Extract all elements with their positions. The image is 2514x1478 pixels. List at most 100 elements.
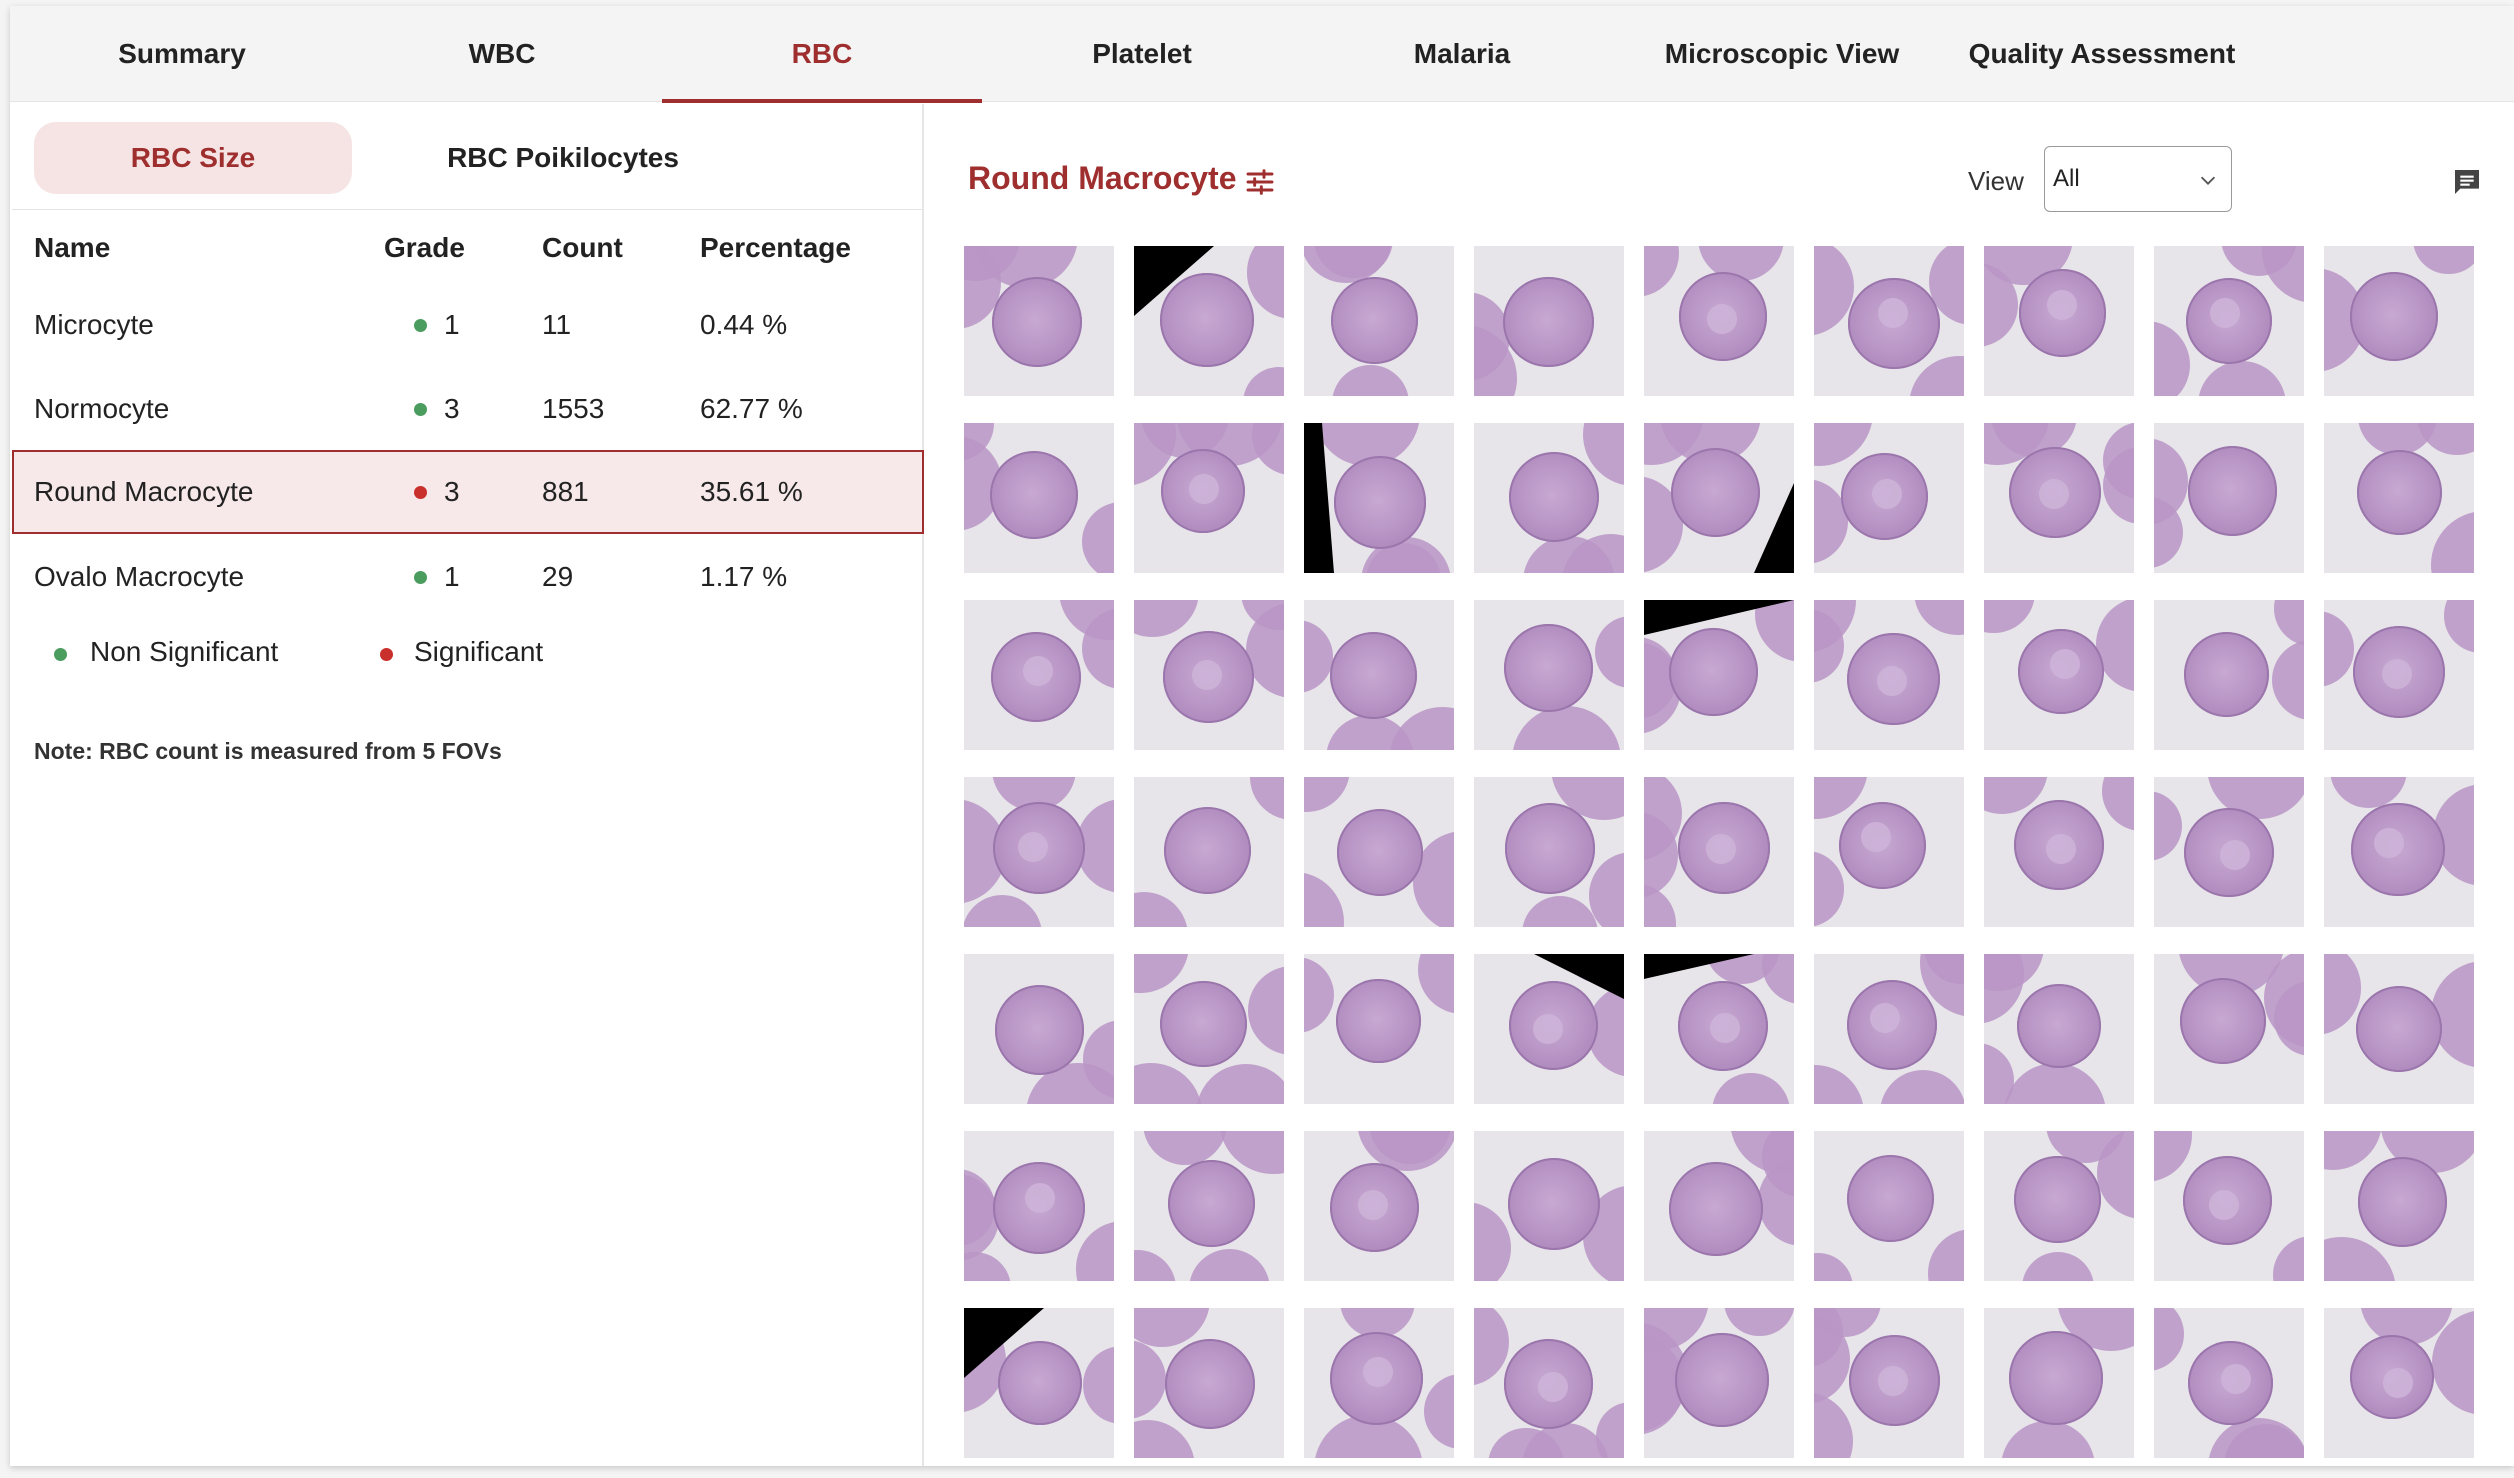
rbc-cell-thumbnail[interactable] (1304, 1308, 1454, 1458)
rbc-cell-thumbnail[interactable] (1984, 423, 2134, 573)
rbc-cell-thumbnail[interactable] (964, 1131, 1114, 1281)
red-blood-cell (1846, 1154, 1934, 1243)
rbc-cell-thumbnail[interactable] (1644, 600, 1794, 750)
rbc-cell-thumbnail[interactable] (964, 777, 1114, 927)
rbc-cell-thumbnail[interactable] (1814, 423, 1964, 573)
rbc-cell-thumbnail[interactable] (964, 1308, 1114, 1458)
row-name: Ovalo Macrocyte (34, 561, 245, 592)
rbc-cell-thumbnail[interactable] (2154, 423, 2304, 573)
rbc-cell-thumbnail[interactable] (1134, 1308, 1284, 1458)
rbc-cell-thumbnail[interactable] (2324, 246, 2474, 396)
subtab-rbc-poikilocytes[interactable]: RBC Poikilocytes (447, 142, 679, 173)
rbc-cell-thumbnail[interactable] (2324, 423, 2474, 573)
rbc-cell-thumbnail[interactable] (1984, 1308, 2134, 1458)
rbc-cell-thumbnail[interactable] (1474, 1308, 1624, 1458)
row-name: Microcyte (34, 309, 154, 340)
tab-platelet[interactable]: Platelet (1092, 38, 1192, 69)
tune-icon[interactable] (1244, 166, 1276, 198)
comment-icon[interactable] (2450, 166, 2484, 198)
tab-microscopic-view[interactable]: Microscopic View (1664, 38, 1900, 69)
tab-malaria[interactable]: Malaria (1413, 38, 1511, 69)
rbc-cell-thumbnail[interactable] (2154, 1308, 2304, 1458)
table-row-selected[interactable]: Round Macrocyte 3 881 35.61 % (12, 450, 924, 534)
rbc-cell-thumbnail[interactable] (1644, 1308, 1794, 1458)
rbc-cell-thumbnail[interactable] (1304, 246, 1454, 396)
subtab-rbc-size[interactable]: RBC Size (34, 122, 352, 194)
row-percentage: 62.77 % (700, 393, 803, 424)
rbc-cell-thumbnail[interactable] (1134, 423, 1284, 573)
rbc-cell-thumbnail[interactable] (2154, 954, 2304, 1104)
rbc-cell-thumbnail[interactable] (1134, 777, 1284, 927)
rbc-cell-thumbnail[interactable] (2154, 1131, 2304, 1281)
rbc-cell-thumbnail[interactable] (1304, 600, 1454, 750)
rbc-cell-thumbnail[interactable] (2154, 600, 2304, 750)
neighbor-cell (2154, 320, 2190, 396)
neighbor-cell (1326, 714, 1415, 750)
view-dropdown[interactable]: All (2044, 146, 2232, 212)
rbc-cell-thumbnail[interactable] (1814, 246, 1964, 396)
rbc-cell-thumbnail[interactable] (1474, 600, 1624, 750)
rbc-cell-thumbnail[interactable] (1644, 954, 1794, 1104)
row-name: Round Macrocyte (34, 476, 254, 507)
rbc-cell-thumbnail[interactable] (1644, 1131, 1794, 1281)
rbc-cell-thumbnail[interactable] (1814, 600, 1964, 750)
rbc-cell-thumbnail[interactable] (1984, 954, 2134, 1104)
tab-wbc[interactable]: WBC (468, 38, 536, 69)
neighbor-cell (1511, 706, 1621, 750)
central-pallor (2382, 658, 2413, 689)
table-row[interactable]: Microcyte 1 11 0.44 % (12, 284, 924, 368)
rbc-cell-thumbnail[interactable] (964, 246, 1114, 396)
rbc-cell-thumbnail[interactable] (2324, 954, 2474, 1104)
rbc-cell-thumbnail[interactable] (2324, 1308, 2474, 1458)
rbc-cell-thumbnail[interactable] (964, 423, 1114, 573)
rbc-cell-thumbnail[interactable] (1984, 1131, 2134, 1281)
rbc-cell-thumbnail[interactable] (1304, 423, 1454, 573)
rbc-cell-thumbnail[interactable] (1644, 246, 1794, 396)
rbc-cell-thumbnail[interactable] (1474, 246, 1624, 396)
central-pallor (2209, 298, 2240, 329)
rbc-cell-thumbnail[interactable] (1984, 600, 2134, 750)
rbc-cell-thumbnail[interactable] (1814, 954, 1964, 1104)
rbc-cell-thumbnail[interactable] (1304, 777, 1454, 927)
rbc-cell-thumbnail[interactable] (1304, 1131, 1454, 1281)
red-blood-cell (994, 985, 1085, 1075)
rbc-cell-thumbnail[interactable] (2324, 777, 2474, 927)
significant-dot (380, 648, 393, 661)
table-row[interactable]: Ovalo Macrocyte 1 29 1.17 % (12, 536, 924, 620)
neighbor-cell (1814, 1252, 1853, 1281)
legend-significant: Significant (414, 636, 544, 667)
rbc-cell-thumbnail[interactable] (1134, 954, 1284, 1104)
rbc-cell-thumbnail[interactable] (1814, 777, 1964, 927)
rbc-cell-thumbnail[interactable] (1984, 777, 2134, 927)
rbc-cell-thumbnail[interactable] (1644, 423, 1794, 573)
red-blood-cell (1330, 276, 1419, 365)
rbc-cell-thumbnail[interactable] (2154, 246, 2304, 396)
rbc-cell-thumbnail[interactable] (964, 954, 1114, 1104)
rbc-cell-thumbnail[interactable] (1134, 600, 1284, 750)
rbc-cell-thumbnail[interactable] (2324, 600, 2474, 750)
table-row[interactable]: Normocyte 3 1553 62.77 % (12, 368, 924, 452)
rbc-cell-thumbnail[interactable] (1474, 954, 1624, 1104)
neighbor-cell (2101, 777, 2134, 831)
rbc-cell-thumbnail[interactable] (1814, 1131, 1964, 1281)
tab-rbc[interactable]: RBC (662, 6, 982, 103)
tab-summary[interactable]: Summary (118, 38, 246, 69)
rbc-cell-thumbnail[interactable] (1134, 1131, 1284, 1281)
rbc-cell-thumbnail[interactable] (1644, 777, 1794, 927)
rbc-cell-thumbnail[interactable] (1984, 246, 2134, 396)
tab-quality-assessment[interactable]: Quality Assessment (1968, 38, 2236, 69)
rbc-cell-thumbnail[interactable] (964, 600, 1114, 750)
rbc-cell-thumbnail[interactable] (1474, 777, 1624, 927)
gallery-title: Round Macrocyte (968, 160, 1237, 196)
neighbor-cell (1724, 1308, 1794, 1337)
rbc-cell-thumbnail[interactable] (2154, 777, 2304, 927)
rbc-cell-thumbnail[interactable] (2324, 1131, 2474, 1281)
rbc-cell-thumbnail[interactable] (1134, 246, 1284, 396)
rbc-cell-thumbnail[interactable] (1814, 1308, 1964, 1458)
rbc-cell-thumbnail[interactable] (1474, 1131, 1624, 1281)
row-count: 1553 (542, 393, 605, 424)
rbc-cell-thumbnail[interactable] (1474, 423, 1624, 573)
central-pallor (1532, 1013, 1563, 1044)
central-pallor (2209, 1189, 2240, 1220)
rbc-cell-thumbnail[interactable] (1304, 954, 1454, 1104)
